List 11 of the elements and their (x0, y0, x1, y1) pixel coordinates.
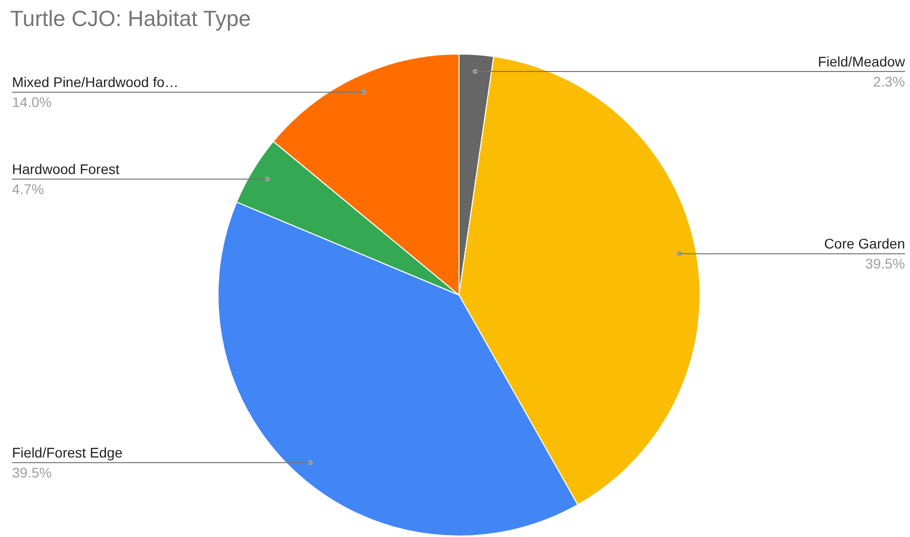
slice-label: Field/Meadow (818, 53, 906, 70)
slice-label: Core Garden (824, 236, 905, 252)
data-label: 4.7% (12, 181, 44, 198)
slice-label: Hardwood Forest (12, 161, 120, 178)
data-label: 14.0% (12, 94, 52, 110)
slice-label: Mixed Pine/Hardwood fo… (12, 74, 179, 90)
data-label: 39.5% (12, 464, 52, 481)
data-label: 39.5% (865, 256, 905, 272)
chart-title: Turtle CJO: Habitat Type (10, 6, 251, 31)
slice-label: Field/Forest Edge (12, 444, 123, 461)
data-label: 2.3% (873, 73, 905, 90)
